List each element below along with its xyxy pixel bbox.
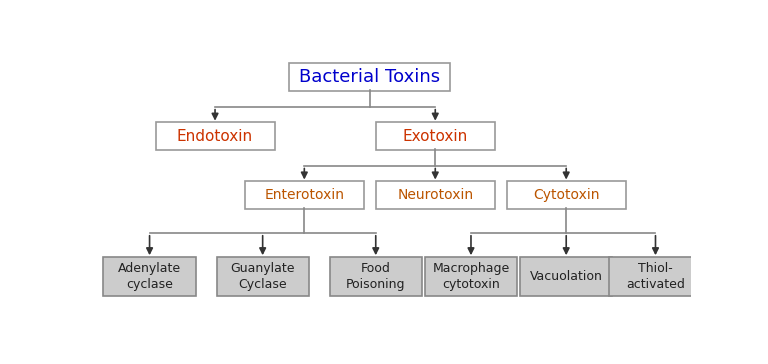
Text: Vacuolation: Vacuolation [530, 270, 603, 283]
FancyBboxPatch shape [290, 63, 450, 91]
Text: Adenylate
cyclase: Adenylate cyclase [118, 262, 181, 291]
Text: Enterotoxin: Enterotoxin [264, 188, 344, 202]
FancyBboxPatch shape [245, 181, 364, 209]
FancyBboxPatch shape [376, 122, 495, 150]
FancyBboxPatch shape [217, 257, 309, 296]
FancyBboxPatch shape [520, 257, 612, 296]
FancyBboxPatch shape [507, 181, 626, 209]
Text: Neurotoxin: Neurotoxin [397, 188, 473, 202]
FancyBboxPatch shape [425, 257, 517, 296]
FancyBboxPatch shape [329, 257, 422, 296]
FancyBboxPatch shape [104, 257, 196, 296]
Text: Exotoxin: Exotoxin [402, 128, 468, 144]
Text: Bacterial Toxins: Bacterial Toxins [300, 68, 440, 86]
Text: Food
Poisoning: Food Poisoning [346, 262, 406, 291]
FancyBboxPatch shape [376, 181, 495, 209]
Text: Guanylate
Cyclase: Guanylate Cyclase [230, 262, 295, 291]
Text: Cytotoxin: Cytotoxin [533, 188, 600, 202]
FancyBboxPatch shape [155, 122, 275, 150]
Text: Thiol-
activated: Thiol- activated [626, 262, 685, 291]
Text: Macrophage
cytotoxin: Macrophage cytotoxin [432, 262, 510, 291]
FancyBboxPatch shape [609, 257, 702, 296]
Text: Endotoxin: Endotoxin [177, 128, 253, 144]
